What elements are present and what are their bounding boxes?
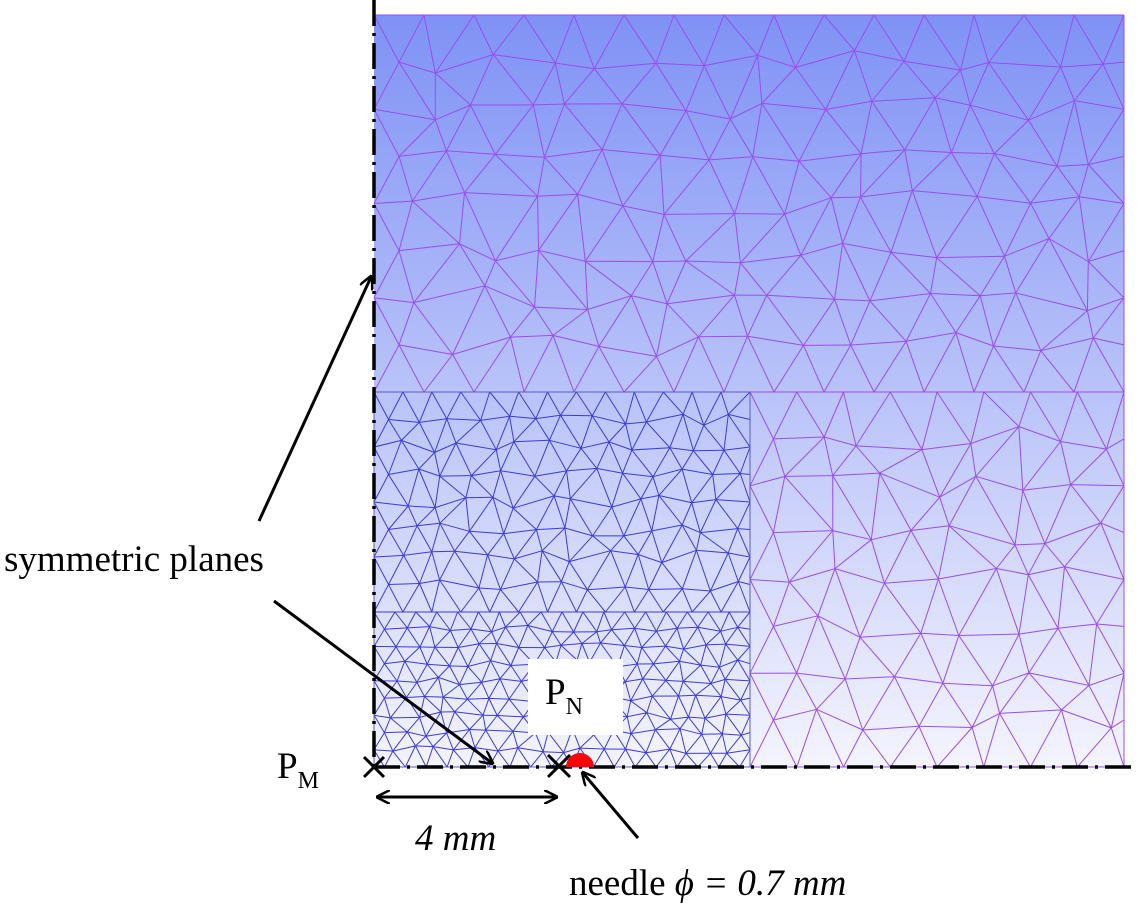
distance-label: 4 mm — [415, 820, 496, 857]
mesh-edge — [416, 746, 434, 747]
mesh-edge — [649, 589, 683, 590]
mesh-edge — [489, 698, 509, 699]
arrow-to-vertical-plane — [259, 277, 371, 521]
needle-phi-symbol: ϕ — [675, 863, 694, 904]
mesh-edge — [679, 695, 696, 696]
mesh-edge — [425, 697, 444, 698]
mesh-edge — [390, 717, 419, 718]
point-m-label: PM — [277, 748, 319, 785]
mesh-edge — [450, 666, 468, 667]
mesh-edge — [653, 261, 686, 262]
symmetric-planes-label: symmetric planes — [4, 541, 264, 578]
point-n-letter: P — [545, 672, 566, 713]
arrow-to-needle — [583, 773, 638, 838]
point-n-subscript: N — [566, 694, 583, 720]
point-n-label: PN — [545, 674, 583, 711]
needle-label: needle ϕ = 0.7 mm — [569, 865, 846, 902]
mesh-edge — [432, 551, 455, 552]
mesh-edge — [693, 450, 724, 451]
point-m-letter: P — [277, 746, 298, 787]
mesh-edge — [699, 336, 748, 337]
needle-diameter-value: = 0.7 mm — [694, 863, 846, 904]
point-m-subscript: M — [298, 768, 319, 794]
mesh-edge — [561, 415, 593, 416]
mesh-edge — [582, 643, 601, 644]
mesh-edge — [861, 154, 862, 197]
mesh-edge — [470, 730, 486, 731]
mesh-edge — [831, 197, 860, 198]
mesh-edge — [440, 476, 472, 477]
mesh-edge — [735, 214, 785, 215]
needle-word: needle — [569, 863, 675, 904]
mesh-edge — [384, 732, 407, 733]
